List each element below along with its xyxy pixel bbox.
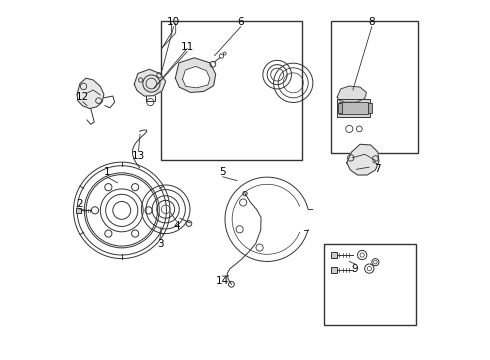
Polygon shape	[175, 58, 216, 93]
Polygon shape	[347, 144, 379, 175]
Text: 14: 14	[216, 276, 229, 286]
Polygon shape	[134, 69, 166, 96]
Text: 8: 8	[368, 17, 375, 27]
Bar	[323, 244, 416, 325]
Bar	[331, 267, 337, 273]
Text: 2: 2	[76, 199, 82, 209]
Bar	[339, 102, 368, 114]
Bar	[331, 252, 337, 258]
Bar	[161, 21, 302, 160]
Text: 11: 11	[180, 42, 194, 52]
Text: 13: 13	[132, 151, 145, 161]
Polygon shape	[77, 78, 104, 109]
Text: 12: 12	[76, 92, 90, 102]
Polygon shape	[337, 86, 367, 102]
Bar	[76, 208, 81, 213]
Bar	[331, 21, 418, 153]
Text: 5: 5	[220, 167, 226, 177]
Text: 7: 7	[374, 163, 381, 174]
Text: 6: 6	[237, 17, 244, 27]
Polygon shape	[182, 66, 210, 88]
Text: 10: 10	[167, 17, 180, 27]
Text: 3: 3	[157, 239, 163, 249]
Text: 4: 4	[173, 221, 180, 231]
Bar	[337, 99, 370, 117]
Bar	[368, 103, 372, 113]
Text: 1: 1	[103, 167, 110, 177]
Bar	[338, 103, 342, 113]
Text: 9: 9	[352, 264, 358, 274]
